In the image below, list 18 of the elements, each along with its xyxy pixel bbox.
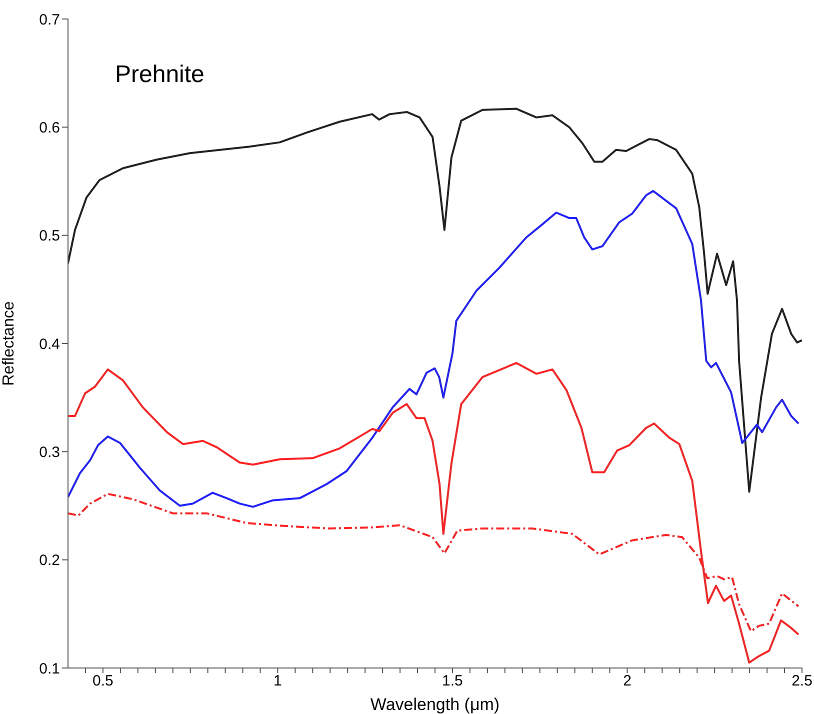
- line-series: [68, 108, 802, 493]
- y-tick-label: 0.7: [39, 11, 60, 28]
- y-tick-label: 0.2: [39, 552, 60, 570]
- x-tick-label: 1.5: [442, 672, 463, 690]
- y-tick-label: 0.5: [39, 228, 60, 245]
- line-series: [68, 190, 800, 508]
- x-tick-label: 0.5: [92, 672, 114, 690]
- x-tick-label: 2.5: [792, 672, 812, 690]
- line-series: [68, 362, 800, 664]
- y-tick-label: 0.1: [39, 660, 60, 678]
- y-tick-label: 0.6: [39, 119, 60, 136]
- y-axis-title: Reflectance: [0, 301, 18, 386]
- y-tick-label: 0.4: [39, 336, 60, 353]
- x-tick-label: 2: [623, 672, 632, 690]
- text: Prehnite: [115, 61, 204, 88]
- x-tick-label: 1: [274, 672, 282, 690]
- y-tick-label: 0.3: [39, 444, 60, 461]
- x-axis-title: Wavelength (μm): [370, 695, 500, 714]
